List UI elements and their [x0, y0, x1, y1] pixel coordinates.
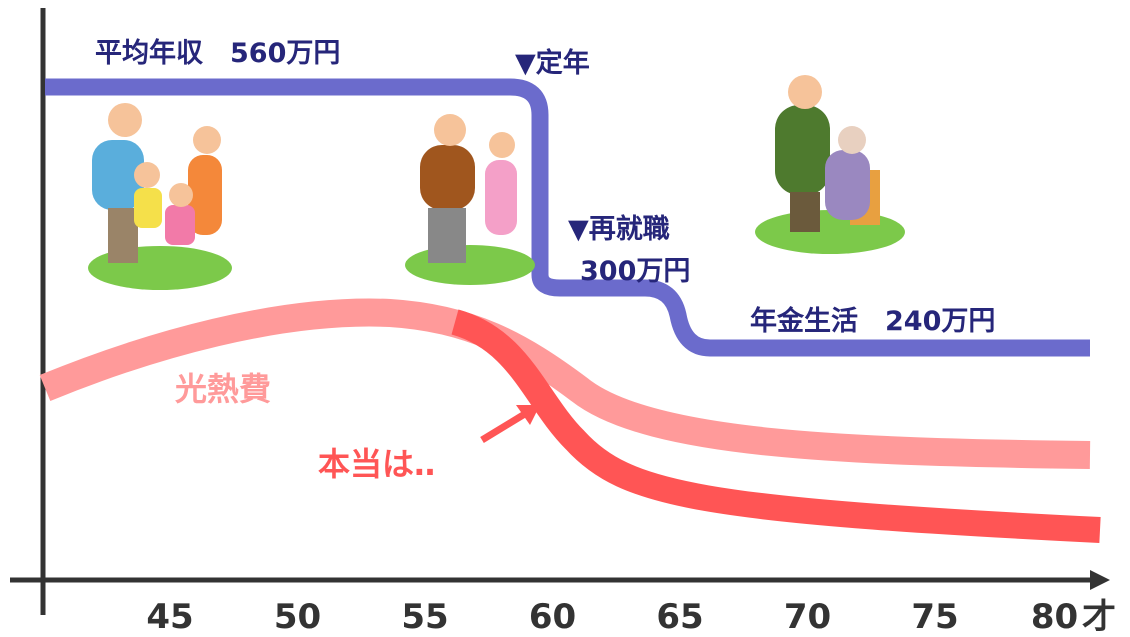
pointer-arrow-head: [516, 405, 540, 425]
income-line: [45, 78, 1090, 357]
pointer-arrow: [480, 409, 530, 443]
x-ticks: 45 50 55 60 65 70 75 80: [146, 597, 1078, 637]
reemployment-label: ▼再就職: [568, 214, 670, 245]
income-label: 平均年収 560万円: [95, 37, 340, 69]
x-tick-label: 80: [1031, 597, 1078, 637]
elderly-illustration: [755, 75, 905, 254]
x-tick-label: 55: [401, 597, 448, 637]
couple-illustration: [405, 114, 535, 285]
utility-label: 光熱費: [175, 370, 271, 408]
x-tick-label: 60: [529, 597, 576, 637]
x-tick-label: 50: [274, 597, 321, 637]
actual-curve: [451, 309, 1101, 543]
reemployment-income-label: 300万円: [580, 256, 690, 287]
axis-arrow: [1090, 570, 1110, 590]
pension-label: 年金生活 240万円: [750, 305, 995, 337]
x-tick-label: 75: [911, 597, 958, 637]
retirement-label: ▼定年: [515, 47, 590, 79]
x-axis-unit: 才: [1082, 597, 1116, 637]
family-illustration: [88, 103, 232, 290]
x-tick-label: 45: [146, 597, 193, 637]
actual-label: 本当は‥: [318, 445, 435, 483]
x-tick-label: 65: [656, 597, 703, 637]
x-tick-label: 70: [784, 597, 831, 637]
